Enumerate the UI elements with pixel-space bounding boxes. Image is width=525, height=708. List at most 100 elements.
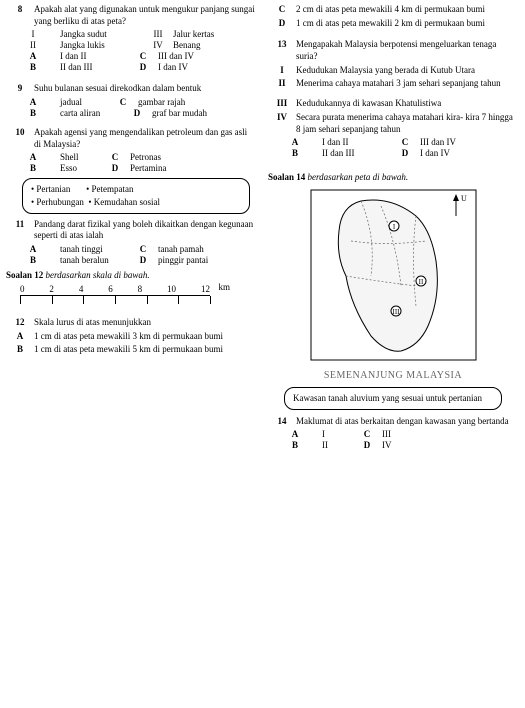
linear-scale: 0 2 4 6 8 10 12 km [20,284,210,309]
choice-b-text: II [322,440,352,450]
choice-row: B Esso D Pertamina [6,163,256,173]
roman-iv-text: Benang [173,40,256,50]
choice-d-text: IV [382,440,518,450]
choice-row: A jadual C gambar rajah [6,97,256,107]
q13-romans: I Kedudukan Malaysia yang berada di Kutu… [268,65,518,135]
choice-a-text: Shell [60,152,100,162]
choice-c-text: III dan IV [420,137,518,147]
map-marker-i: I [389,221,399,231]
svg-text:III: III [392,308,400,316]
q9-number: 9 [6,83,34,95]
peninsula-malaysia-map: U I II III [306,186,481,366]
choice-d-text: pinggir pantai [158,255,256,265]
q8-choices: A I dan II C III dan IV B II dan III D I… [6,51,256,72]
q11: 11 Pandang darat fizikal yang boleh dika… [6,219,256,242]
roman-row: III Kedudukannya di kawasan Khatulistiwa [268,98,518,110]
q10: 10 Apakah agensi yang mengendalikan petr… [6,127,256,150]
choice-d: D [268,18,296,30]
choice-b-text: II dan III [60,62,128,72]
choice-row: A I C III [268,429,518,439]
choice-b: B [6,344,34,356]
scale-label: 12 [201,284,210,294]
choice-d-text: graf bar mudah [152,108,256,118]
q8: 8 Apakah alat yang digunakan untuk mengu… [6,4,256,27]
choice-c-text: gambar rajah [138,97,256,107]
map-caption: SEMENANJUNG MALAYSIA [268,370,518,381]
choice-row: D 1 cm di atas peta mewakili 2 km di per… [268,18,518,30]
choice-c-text: 2 cm di atas peta mewakili 4 km di permu… [296,4,518,16]
q14-text: Maklumat di atas berkaitan dengan kawasa… [296,416,518,428]
choice-row: C 2 cm di atas peta mewakili 4 km di per… [268,4,518,16]
q8-number: 8 [6,4,34,27]
choice-b-text: II dan III [322,148,390,158]
q12-choices-left: A 1 cm di atas peta mewakili 3 km di per… [6,331,256,356]
q8-roman-row: I Jangka sudut III Jalur kertas [6,29,256,39]
choice-b: B [6,62,60,72]
choice-c-text: III dan IV [158,51,256,61]
q13-text: Mengapakah Malaysia berpotensi mengeluar… [296,39,518,62]
choice-b-text: tanah beralun [60,255,128,265]
scale-label: 6 [108,284,113,294]
map-marker-iii: III [391,306,401,316]
s14-intro-bold: Soalan 14 [268,172,305,182]
choice-row: A I dan II C III dan IV [6,51,256,61]
scale-label: 8 [138,284,143,294]
choice-d: D [122,108,152,118]
choice-row: B 1 cm di atas peta mewakili 5 km di per… [6,344,256,356]
choice-row: B II dan III D I dan IV [268,148,518,158]
choice-a: A [6,244,60,254]
roman-row: IV Secara purata menerima cahaya matahar… [268,112,518,135]
choice-a: A [268,137,322,147]
q12: 12 Skala lurus di atas menunjukkan [6,317,256,329]
q13-choices: A I dan II C III dan IV B II dan III D I… [268,137,518,158]
choice-d-text: I dan IV [158,62,256,72]
roman-ii-text: Menerima cahaya matahari 3 jam sehari se… [296,78,518,90]
choice-c: C [390,137,420,147]
roman-iii: III [268,98,296,110]
choice-a-text: 1 cm di atas peta mewakili 3 km di permu… [34,331,256,343]
info-box-q14: Kawasan tanah aluvium yang sesuai untuk … [284,387,502,410]
choice-c: C [128,244,158,254]
roman-i: I [6,29,60,39]
choice-a: A [6,97,60,107]
choice-d-text: I dan IV [420,148,518,158]
scale-label: 10 [167,284,176,294]
svg-text:U: U [461,194,467,203]
choice-c: C [128,51,158,61]
choice-c: C [352,429,382,439]
choice-row: A tanah tinggi C tanah pamah [6,244,256,254]
choice-a: A [6,51,60,61]
q14-number: 14 [268,416,296,428]
q11-choices: A tanah tinggi C tanah pamah B tanah ber… [6,244,256,265]
roman-iii-text: Kedudukannya di kawasan Khatulistiwa [296,98,518,110]
roman-iv: IV [143,40,173,50]
choice-row: A I dan II C III dan IV [268,137,518,147]
scale-label: 2 [49,284,54,294]
q9-text: Suhu bulanan sesuai direkodkan dalam ben… [34,83,256,95]
choice-a-text: I [322,429,352,439]
q9-choices: A jadual C gambar rajah B carta aliran D… [6,97,256,118]
choice-c: C [100,152,130,162]
s12-intro-italic: berdasarkan skala di bawah. [43,270,149,280]
choice-b: B [268,148,322,158]
q13-number: 13 [268,39,296,62]
scale-label: 4 [79,284,84,294]
q10-choices: A Shell C Petronas B Esso D Pertamina [6,152,256,173]
choice-c-text: III [382,429,518,439]
choice-a: A [6,152,60,162]
s12-intro: Soalan 12 berdasarkan skala di bawah. [6,270,256,280]
q9: 9 Suhu bulanan sesuai direkodkan dalam b… [6,83,256,95]
s14-intro: Soalan 14 berdasarkan peta di bawah. [268,172,518,182]
choice-d: D [128,255,158,265]
roman-iii-text: Jalur kertas [173,29,256,39]
roman-iii: III [143,29,173,39]
q11-text: Pandang darat fizikal yang boleh dikaitk… [34,219,256,242]
roman-row: I Kedudukan Malaysia yang berada di Kutu… [268,65,518,77]
q10-text: Apakah agensi yang mengendalikan petrole… [34,127,256,150]
choice-row: A Shell C Petronas [6,152,256,162]
choice-row: A 1 cm di atas peta mewakili 3 km di per… [6,331,256,343]
s12-intro-bold: Soalan 12 [6,270,43,280]
choice-d: D [128,62,158,72]
roman-i: I [268,65,296,77]
q14: 14 Maklumat di atas berkaitan dengan kaw… [268,416,518,428]
